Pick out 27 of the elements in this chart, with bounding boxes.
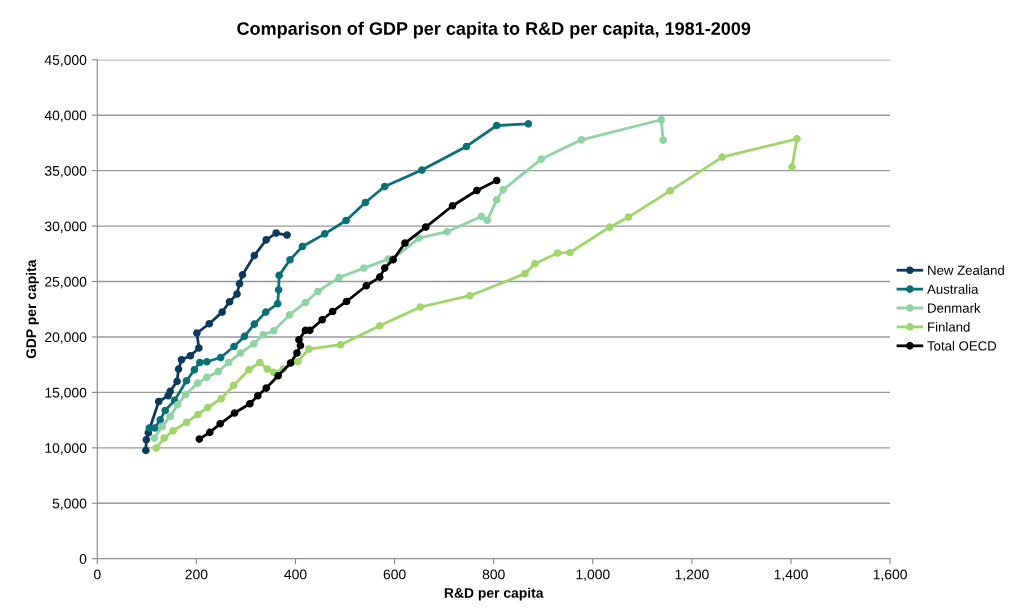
x-tick-label: 600 xyxy=(383,569,406,580)
y-tick-label: 30,000 xyxy=(44,221,87,233)
x-tick-label: 1,200 xyxy=(675,569,709,581)
chart-title: Comparison of GDP per capita to R&D per capita, 1981-2009 xyxy=(237,21,751,39)
y-tick-label: 45,000 xyxy=(44,55,87,67)
legend-label: Denmark xyxy=(928,303,981,313)
y-tick-label: 40,000 xyxy=(44,110,87,122)
x-axis-title: R&D per capita xyxy=(444,587,544,601)
y-tick-label: 35,000 xyxy=(44,165,87,178)
x-tick-label: 1,400 xyxy=(774,569,808,581)
y-tick-label: 20,000 xyxy=(45,332,87,344)
x-tick-label: 200 xyxy=(185,569,208,580)
legend-label: New Zealand xyxy=(928,265,1004,275)
y-axis-title: GDP per capita xyxy=(25,259,39,359)
y-tick-label: 25,000 xyxy=(45,276,87,289)
y-tick-label: 5,000 xyxy=(52,498,87,511)
x-tick-label: 1,000 xyxy=(576,569,610,581)
x-tick-label: 400 xyxy=(284,569,307,580)
legend-label: Australia xyxy=(927,284,979,294)
y-tick-label: 15,000 xyxy=(45,387,87,400)
y-tick-label: 10,000 xyxy=(45,443,87,455)
legend-label: Total OECD xyxy=(927,340,997,351)
legend-label: Finland xyxy=(928,321,970,332)
x-tick-label: 0 xyxy=(93,569,101,580)
y-tick-label: 0 xyxy=(79,554,87,564)
x-tick-label: 800 xyxy=(482,569,505,580)
x-tick-label: 1,600 xyxy=(873,569,907,581)
